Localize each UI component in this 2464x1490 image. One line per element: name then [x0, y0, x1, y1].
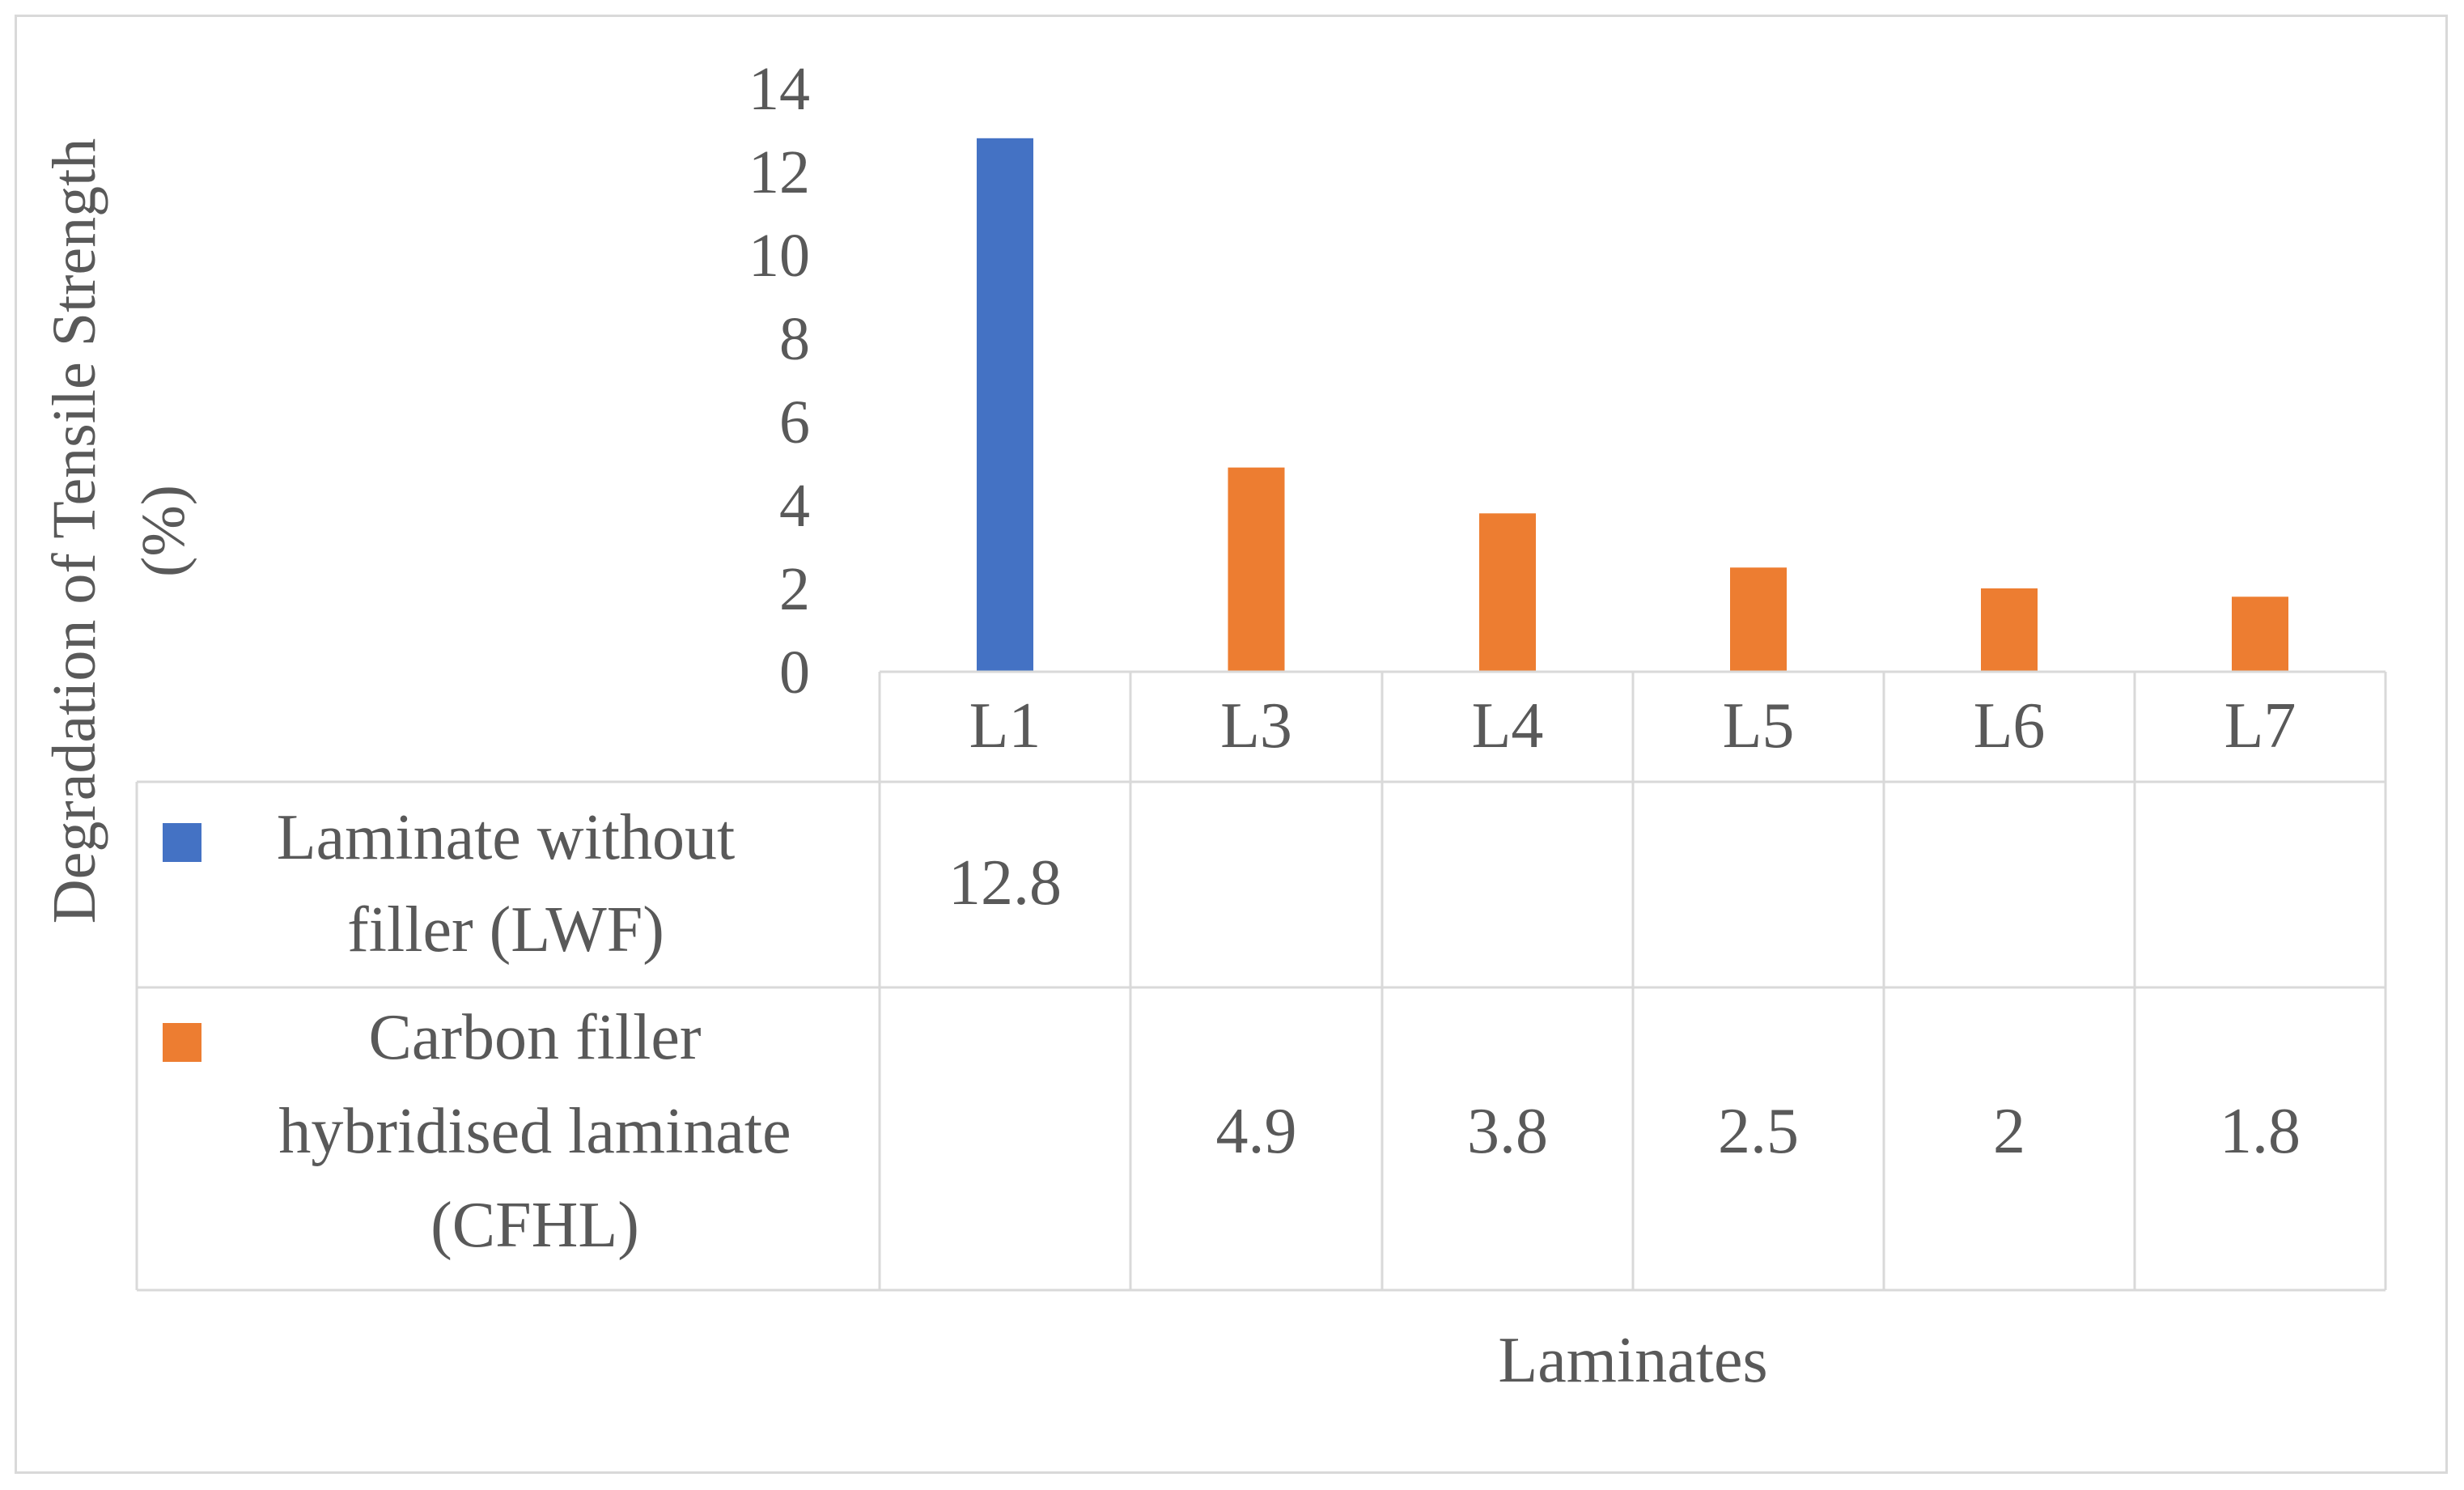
bar: [1228, 467, 1285, 672]
legend-label: Laminate without: [277, 802, 736, 873]
data-label: 2: [1993, 1096, 2025, 1167]
data-label: 1.8: [2220, 1096, 2301, 1167]
y-tick-label: 0: [779, 639, 810, 707]
category-label: L7: [2224, 690, 2296, 762]
y-tick-label: 8: [779, 305, 810, 373]
legend-label: Carbon filler: [369, 1002, 702, 1073]
bar: [2232, 596, 2288, 672]
y-axis-title-line: Degradation of Tensile Strength: [40, 138, 108, 923]
data-label: 3.8: [1467, 1096, 1548, 1167]
category-label: L4: [1472, 690, 1544, 762]
category-label: L5: [1723, 690, 1795, 762]
y-axis-title-line: (%): [129, 485, 197, 577]
legend-label: filler (LWF): [347, 894, 664, 966]
legend-label: hybridised laminate: [278, 1096, 791, 1167]
bar: [1730, 567, 1787, 672]
chart-svg: 0 2 4 6 8 10 12 14 Degradation of Tensile Streng…: [40, 55, 2387, 1396]
bar: [1981, 588, 2038, 672]
y-tick-label: 4: [779, 472, 810, 540]
bar: [1479, 513, 1536, 672]
y-tick-label: 12: [749, 138, 810, 206]
y-tick-label: 2: [779, 555, 810, 623]
category-label: L6: [1974, 690, 2046, 762]
category-label: L3: [1220, 690, 1292, 762]
y-tick-label: 14: [749, 55, 810, 123]
bar: [977, 138, 1033, 673]
x-axis-title: Laminates: [1498, 1325, 1767, 1396]
data-label: 12.8: [948, 847, 1062, 919]
y-tick-label: 6: [779, 388, 810, 456]
legend-label: (CFHL): [430, 1190, 639, 1261]
category-label: L1: [969, 690, 1041, 762]
y-tick-label: 10: [749, 222, 810, 290]
data-label: 2.5: [1718, 1096, 1799, 1167]
y-axis-title: Degradation of Tensile Strength (%): [40, 138, 197, 923]
legend-key: [163, 823, 201, 862]
chart-frame: 0 2 4 6 8 10 12 14 Degradation of Tensile Streng…: [15, 15, 2448, 1474]
data-label: 4.9: [1216, 1096, 1297, 1167]
legend-key: [163, 1023, 201, 1062]
